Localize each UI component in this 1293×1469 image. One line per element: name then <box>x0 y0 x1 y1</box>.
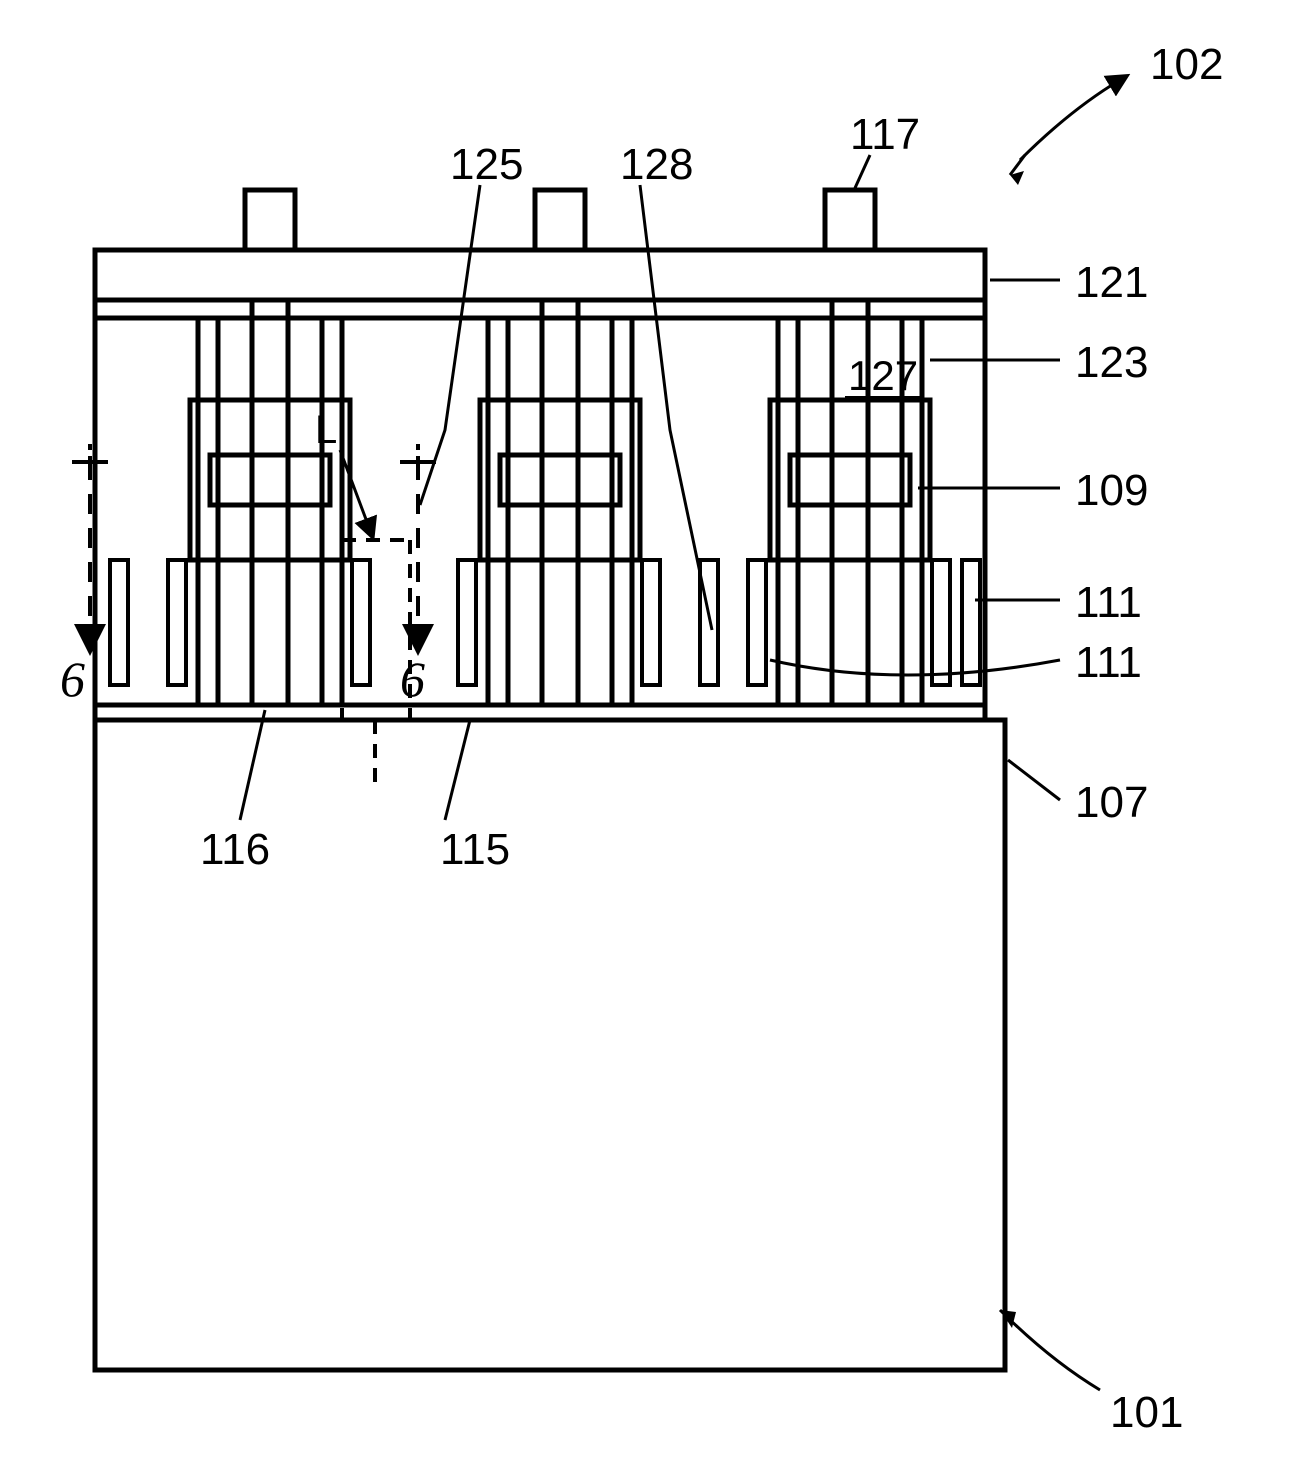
label-L: L <box>315 408 337 453</box>
drawing-group <box>72 80 1120 1390</box>
label-111a: 111 <box>1075 578 1142 628</box>
top-bar-121 <box>95 250 985 300</box>
lower-slots <box>110 560 980 685</box>
clamp-3 <box>770 400 930 560</box>
peg-2 <box>535 190 585 250</box>
label-128: 128 <box>620 140 693 190</box>
leaders <box>240 80 1120 1390</box>
label-125: 125 <box>450 140 523 190</box>
label-117: 117 <box>850 110 920 160</box>
label-123: 123 <box>1075 338 1148 388</box>
label-116: 116 <box>200 825 270 875</box>
diagram-svg <box>0 0 1293 1469</box>
label-127: 127 <box>848 352 918 400</box>
label-107: 107 <box>1075 778 1148 828</box>
lower-housing <box>95 720 1005 1370</box>
label-111b: 111 <box>1075 638 1142 688</box>
label-115: 115 <box>440 825 510 875</box>
label-109: 109 <box>1075 466 1148 516</box>
peg-1 <box>245 190 295 250</box>
label-102: 102 <box>1150 40 1223 90</box>
label-101: 101 <box>1110 1388 1183 1438</box>
peg-3 <box>825 190 875 250</box>
clamp-2 <box>480 400 640 560</box>
diagram-canvas: 102 117 125 128 121 123 127 109 111 111 … <box>0 0 1293 1469</box>
section-6-b: 6 <box>400 650 425 708</box>
label-121: 121 <box>1075 258 1148 308</box>
section-6-a: 6 <box>60 650 85 708</box>
